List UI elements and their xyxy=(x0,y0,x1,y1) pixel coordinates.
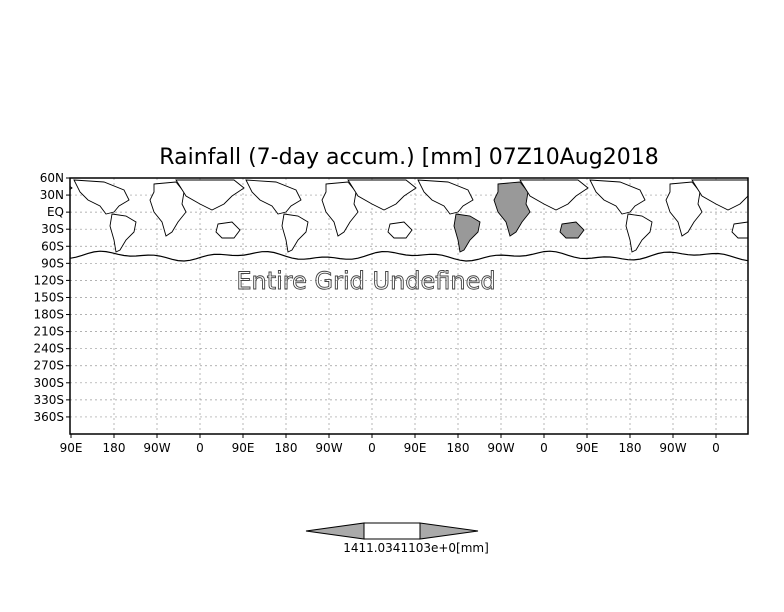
x-tick-label: 90W xyxy=(315,441,342,455)
undefined-message: Entire Grid Undefined xyxy=(236,267,495,295)
continent-africa-europe xyxy=(0,182,14,236)
continent-asia xyxy=(691,179,748,211)
continent-north-america xyxy=(417,179,474,215)
colorbar: 1411.0341103e+0[mm] xyxy=(305,522,489,555)
continent-south-america xyxy=(109,213,137,253)
continent-africa-europe xyxy=(665,181,703,237)
plot-frame xyxy=(69,177,749,435)
antarctica-coastline xyxy=(70,250,748,262)
y-tick-label: 360S xyxy=(33,410,64,424)
continent-australia xyxy=(215,221,241,239)
y-tick-label: 60N xyxy=(40,171,64,185)
x-tick-label: 180 xyxy=(447,441,470,455)
continent-north-america xyxy=(73,179,130,215)
continent-south-america xyxy=(453,213,481,253)
x-tick-label: 90W xyxy=(487,441,514,455)
y-tick-label: EQ xyxy=(47,205,64,219)
continent-australia xyxy=(387,221,413,239)
continent-africa-europe xyxy=(493,181,531,237)
colorbar-left-triangle xyxy=(305,522,365,540)
colorbar-label: 1411.0341103e+0[mm] xyxy=(343,541,489,555)
y-tick-label: 210S xyxy=(33,325,64,339)
x-tick-label: 90E xyxy=(232,441,255,455)
y-axis-ticks: 60N 30N EQ 30S 60S 90S 120S 150S 180S 210S 240S 270… xyxy=(33,171,70,424)
continent-north-america xyxy=(245,179,302,215)
y-tick-label: 300S xyxy=(33,376,64,390)
y-tick-label: 30N xyxy=(40,188,64,202)
continent-africa-europe xyxy=(321,181,359,237)
x-tick-label: 90W xyxy=(143,441,170,455)
chart-title: Rainfall (7-day accum.) [mm] 07Z10Aug201… xyxy=(159,145,658,170)
x-tick-label: 90E xyxy=(576,441,599,455)
y-tick-label: 60S xyxy=(41,239,64,253)
y-tick-label: 180S xyxy=(33,308,64,322)
continents-layer xyxy=(0,179,784,262)
y-tick-label: 120S xyxy=(33,273,64,287)
colorbar-right-triangle xyxy=(419,522,479,540)
y-tick-label: 270S xyxy=(33,359,64,373)
continent-north-america xyxy=(589,179,646,215)
x-axis-ticks: 90E 180 90W 0 90E 180 90W 0 90E 180 90W 0 90E 180 90W 0 xyxy=(60,434,720,455)
x-tick-label: 0 xyxy=(712,441,720,455)
x-tick-label: 90E xyxy=(404,441,427,455)
x-tick-label: 180 xyxy=(103,441,126,455)
x-tick-label: 0 xyxy=(540,441,548,455)
y-tick-label: 30S xyxy=(41,222,64,236)
y-tick-label: 330S xyxy=(33,393,64,407)
y-tick-label: 240S xyxy=(33,342,64,356)
continent-australia xyxy=(559,221,585,239)
x-tick-label: 180 xyxy=(619,441,642,455)
x-tick-label: 180 xyxy=(275,441,298,455)
x-tick-label: 90E xyxy=(60,441,83,455)
x-tick-label: 0 xyxy=(196,441,204,455)
continent-south-america xyxy=(281,213,309,253)
y-tick-label: 90S xyxy=(41,256,64,270)
x-tick-label: 90W xyxy=(659,441,686,455)
continent-australia xyxy=(731,221,748,239)
x-tick-label: 0 xyxy=(368,441,376,455)
colorbar-box xyxy=(363,522,421,540)
continent-asia xyxy=(175,179,245,211)
continent-south-america xyxy=(625,213,653,253)
continent-north-america xyxy=(762,180,784,214)
continent-asia xyxy=(519,179,589,211)
y-tick-label: 150S xyxy=(33,290,64,304)
continent-asia xyxy=(347,179,417,211)
continent-africa-europe xyxy=(149,181,187,237)
